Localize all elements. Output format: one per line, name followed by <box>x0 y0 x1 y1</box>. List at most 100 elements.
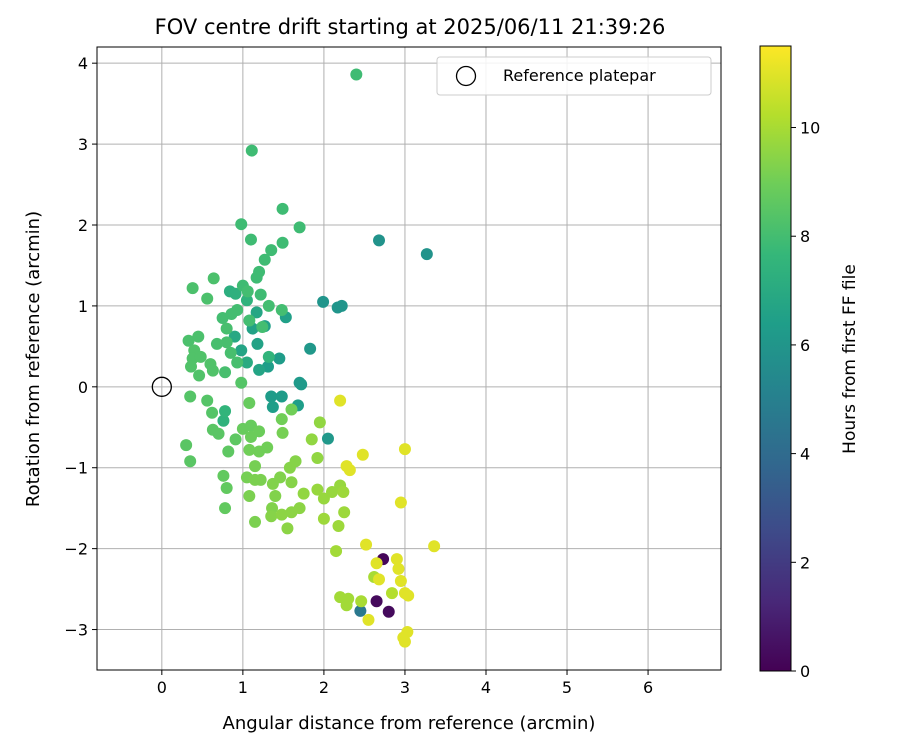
y-tick-label: −2 <box>64 540 88 559</box>
colorbar-tick-label: 10 <box>800 119 820 138</box>
data-point <box>266 401 279 414</box>
data-point <box>392 562 405 575</box>
data-point <box>276 202 289 215</box>
data-point <box>225 308 238 320</box>
data-point <box>240 294 253 307</box>
data-point <box>265 244 278 257</box>
data-point <box>370 595 383 608</box>
colorbar-gradient <box>759 45 792 672</box>
x-tick-label: 1 <box>238 678 248 697</box>
data-point <box>382 605 395 618</box>
data-point <box>201 394 214 407</box>
data-point <box>210 337 223 350</box>
x-tick-label: 6 <box>643 678 653 697</box>
data-point <box>244 233 257 246</box>
data-point <box>253 363 266 376</box>
data-point <box>254 288 267 301</box>
y-tick-label: 0 <box>78 378 88 397</box>
data-point <box>398 443 411 456</box>
data-point <box>207 272 220 285</box>
data-point <box>332 519 345 532</box>
data-point <box>243 397 256 409</box>
data-point <box>249 515 262 528</box>
colorbar-tick-label: 6 <box>800 336 810 355</box>
data-point <box>311 452 324 465</box>
data-point <box>293 502 306 515</box>
data-point <box>212 427 225 440</box>
data-point <box>219 502 232 515</box>
data-point <box>330 545 343 558</box>
colorbar-tick-label: 4 <box>800 445 810 464</box>
data-point <box>385 587 398 600</box>
data-point <box>275 413 288 426</box>
data-point <box>184 390 197 403</box>
data-point <box>293 221 306 234</box>
data-point <box>317 492 330 505</box>
data-point <box>231 356 244 369</box>
data-point <box>240 356 253 369</box>
data-point <box>428 540 441 553</box>
plot-frame <box>96 46 722 671</box>
data-point <box>275 508 288 521</box>
data-point <box>180 439 193 452</box>
x-tick-label: 3 <box>400 678 410 697</box>
data-point <box>317 295 330 308</box>
colorbar-ticks: 0 2 4 6 8 10 <box>791 119 820 681</box>
data-point <box>220 322 233 335</box>
data-point <box>251 337 264 350</box>
data-point <box>373 573 386 586</box>
colorbar: 0 2 4 6 8 10 Hours from first FF file <box>759 45 860 681</box>
axis-ticks: 0 1 2 3 4 5 6 −3 −2 −1 0 1 2 3 4 <box>64 54 653 697</box>
data-point <box>356 448 369 461</box>
data-point <box>355 595 368 608</box>
data-point <box>265 510 278 523</box>
data-point <box>219 366 232 379</box>
data-point <box>244 430 257 443</box>
legend-marker-icon <box>455 65 477 87</box>
data-point <box>276 426 289 439</box>
data-point <box>326 486 339 498</box>
reference-marker-group <box>151 376 172 397</box>
data-point <box>370 557 383 570</box>
y-tick-label: −3 <box>64 621 88 640</box>
data-point <box>274 471 287 484</box>
data-point <box>245 144 258 157</box>
data-point <box>285 476 298 489</box>
data-point <box>305 433 318 446</box>
y-tick-label: 1 <box>78 297 88 316</box>
y-tick-label: −1 <box>64 459 88 478</box>
data-point <box>224 346 237 359</box>
data-point <box>402 589 415 602</box>
data-point <box>394 496 407 509</box>
data-point <box>337 486 350 498</box>
y-tick-label: 3 <box>78 135 88 154</box>
colorbar-label: Hours from first FF file <box>840 264 860 454</box>
data-point <box>334 394 347 407</box>
data-point <box>193 369 206 382</box>
data-point <box>360 538 373 551</box>
data-point <box>350 68 363 81</box>
data-point <box>289 455 302 468</box>
data-point <box>373 234 386 247</box>
colorbar-tick-label: 8 <box>800 227 810 246</box>
data-point <box>186 282 199 295</box>
legend-label: Reference platepar <box>503 66 656 85</box>
data-point <box>335 299 348 312</box>
data-point <box>276 236 289 249</box>
data-point <box>285 403 298 416</box>
data-point <box>254 473 267 486</box>
data-point <box>304 342 317 355</box>
data-point <box>256 320 269 333</box>
data-point <box>243 443 256 456</box>
data-point <box>250 306 263 319</box>
data-point <box>185 360 198 373</box>
data-point <box>220 336 233 349</box>
data-point <box>297 487 310 500</box>
data-point <box>261 441 274 454</box>
data-point <box>420 248 433 261</box>
data-point <box>311 483 324 496</box>
data-point <box>241 285 254 298</box>
x-tick-label: 5 <box>562 678 572 697</box>
data-point <box>217 469 230 482</box>
data-point <box>249 460 262 473</box>
